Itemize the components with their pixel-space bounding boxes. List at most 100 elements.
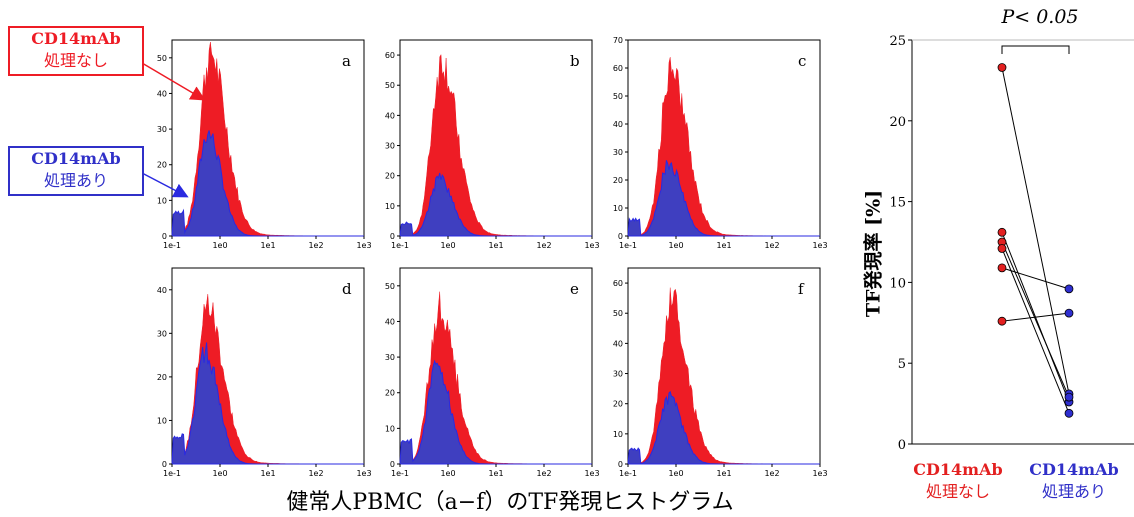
y-tick-label: 10	[157, 196, 167, 205]
histogram-treated-area	[171, 130, 364, 237]
data-point-untreated	[997, 316, 1007, 326]
data-point-untreated	[997, 244, 1007, 253]
x-tick-label: 1e-1	[163, 469, 181, 478]
data-point-treated	[1064, 308, 1074, 318]
x-tick-label: 1e1	[716, 241, 731, 250]
y-tick-label: 0	[162, 232, 167, 241]
y-tick-label: 10	[385, 202, 395, 211]
panel-label: d	[342, 280, 352, 298]
y-tick-label: 5	[898, 357, 906, 372]
y-tick-label: 0	[162, 460, 167, 469]
figure-caption: 健常人PBMC（a−f）のTF発現ヒストグラム	[286, 490, 734, 515]
x-category-treated: CD14mAb 処理あり	[1014, 459, 1134, 503]
x-tick-label: 1e-1	[619, 241, 637, 250]
y-tick-label: 60	[613, 64, 623, 73]
y-tick-label: 40	[385, 111, 395, 120]
x-category-treated-line1: CD14mAb	[1029, 460, 1119, 479]
y-tick-label: 40	[157, 286, 167, 295]
histogram-treated-area	[627, 160, 820, 237]
data-point-untreated	[997, 63, 1007, 72]
x-tick-label: 1e0	[212, 241, 227, 250]
y-tick-label: 20	[385, 172, 395, 181]
data-point-treated	[1064, 284, 1074, 294]
histogram-panel-c: 0 10 20 30 40 50 60 70 1e-1 1e0 1e1 1e2 1e3 c	[613, 36, 828, 250]
paired-dot-plot: 0 5 10 15 20 25	[889, 34, 1134, 453]
y-tick-label: 0	[898, 438, 906, 453]
histogram-treated-area	[399, 172, 592, 237]
histogram-panel-b: 0 10 20 30 40 50 60 1e-1 1e0 1e1 1e2 1e3 b	[385, 39, 600, 250]
histogram-panel-d: 0 10 20 30 40 1e-1 1e0 1e1 1e2 1e3 d	[157, 267, 372, 478]
y-tick-label: 50	[385, 282, 395, 291]
legend-untreated-arrow	[141, 62, 206, 101]
histogram-treated-area	[171, 342, 364, 465]
y-tick-label: 20	[889, 115, 906, 130]
y-tick-label: 30	[385, 142, 395, 151]
y-tick-label: 10	[385, 424, 395, 433]
y-tick-label: 10	[889, 276, 906, 291]
y-tick-label: 60	[613, 279, 623, 288]
y-tick-label: 50	[613, 309, 623, 318]
y-tick-label: 50	[385, 81, 395, 90]
x-tick-label: 1e1	[260, 241, 275, 250]
y-tick-label: 0	[618, 232, 623, 241]
data-point-untreated	[997, 227, 1007, 237]
y-axis-label: TF発現率 [%]	[862, 189, 885, 318]
x-category-treated-line2: 処理あり	[1041, 482, 1106, 501]
legend-treated-line2: 処理あり	[43, 171, 108, 190]
y-tick-label: 20	[613, 176, 623, 185]
y-tick-label: 60	[385, 51, 395, 60]
legend-untreated-box: CD14mAb 処理なし	[8, 26, 144, 76]
legend-untreated-line2: 処理なし	[43, 51, 108, 70]
pair-connector-line	[1001, 248, 1070, 414]
x-tick-label: 1e0	[668, 241, 683, 250]
x-category-untreated-line2: 処理なし	[925, 482, 990, 501]
data-point-treated	[1064, 392, 1074, 402]
x-tick-label: 1e-1	[163, 241, 181, 250]
x-tick-label: 1e3	[812, 241, 827, 250]
x-tick-label: 1e0	[212, 469, 227, 478]
y-tick-label: 50	[613, 92, 623, 101]
pair-connector-line	[1001, 267, 1070, 290]
x-tick-label: 1e0	[440, 241, 455, 250]
x-tick-label: 1e2	[308, 469, 323, 478]
x-tick-label: 1e-1	[391, 469, 409, 478]
y-tick-label: 30	[613, 148, 623, 157]
histogram-panel-f: 0 10 20 30 40 50 60 1e-1 1e0 1e1 1e2 1e3 f	[613, 267, 828, 478]
histogram-treated-area	[399, 359, 592, 465]
y-tick-label: 0	[618, 460, 623, 469]
y-tick-label: 20	[157, 161, 167, 170]
x-tick-label: 1e0	[668, 469, 683, 478]
x-tick-label: 1e3	[584, 241, 599, 250]
y-tick-label: 20	[613, 400, 623, 409]
y-tick-label: 40	[613, 120, 623, 129]
x-tick-label: 1e1	[716, 469, 731, 478]
y-tick-label: 20	[157, 373, 167, 382]
y-tick-label: 40	[157, 89, 167, 98]
y-tick-label: 10	[613, 204, 623, 213]
y-tick-label: 30	[157, 329, 167, 338]
x-tick-label: 1e2	[764, 469, 779, 478]
x-tick-label: 1e3	[356, 241, 371, 250]
x-tick-label: 1e2	[536, 469, 551, 478]
y-tick-label: 70	[613, 36, 623, 45]
panel-label: b	[570, 52, 580, 70]
x-tick-label: 1e3	[584, 469, 599, 478]
legend-treated-box: CD14mAb 処理あり	[8, 146, 144, 196]
y-tick-label: 30	[157, 125, 167, 134]
histogram-panel-e: 0 10 20 30 40 50 1e-1 1e0 1e1 1e2 1e3 e	[385, 267, 600, 478]
x-category-untreated-line1: CD14mAb	[913, 460, 1003, 479]
x-tick-label: 1e2	[536, 241, 551, 250]
x-tick-label: 1e1	[488, 469, 503, 478]
y-tick-label: 10	[157, 416, 167, 425]
significance-bracket	[1001, 45, 1070, 54]
x-tick-label: 1e2	[308, 241, 323, 250]
y-tick-label: 30	[613, 370, 623, 379]
x-tick-label: 1e-1	[619, 469, 637, 478]
p-value-annotation: P< 0.05	[1001, 6, 1079, 28]
x-tick-label: 1e-1	[391, 241, 409, 250]
x-tick-label: 1e2	[764, 241, 779, 250]
y-tick-label: 10	[613, 430, 623, 439]
x-tick-label: 1e1	[488, 241, 503, 250]
x-tick-label: 1e3	[812, 469, 827, 478]
